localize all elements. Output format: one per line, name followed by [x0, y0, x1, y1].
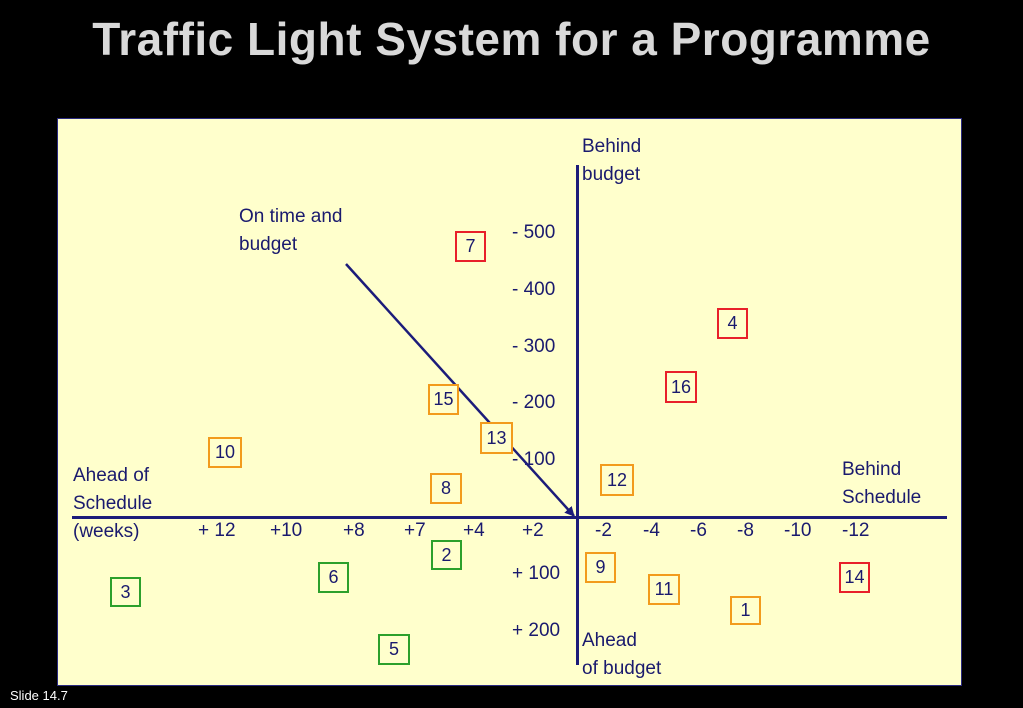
- x-tick: +10: [270, 520, 303, 541]
- x-tick: -2: [595, 520, 612, 541]
- slide-number: Slide 14.7: [10, 688, 68, 703]
- y-tick: - 400: [512, 279, 556, 300]
- slide-title: Traffic Light System for a Programme: [92, 13, 931, 65]
- x-tick: +2: [522, 520, 544, 541]
- x-tick: -10: [784, 520, 812, 541]
- x-tick: -4: [643, 520, 660, 541]
- y-tick: + 200: [512, 620, 561, 641]
- y-tick: - 100: [512, 449, 556, 470]
- behind-schedule-label: Behind Schedule: [842, 459, 922, 508]
- project-box: 12: [600, 464, 634, 496]
- x-tick: -8: [737, 520, 754, 541]
- y-tick: - 300: [512, 336, 556, 357]
- ahead-budget-label: Ahead of budget: [582, 630, 662, 679]
- horizontal-axis: [72, 516, 947, 519]
- project-box: 14: [839, 562, 870, 593]
- project-box: 3: [110, 577, 141, 607]
- project-box: 2: [431, 540, 462, 570]
- project-box: 6: [318, 562, 349, 593]
- project-box: 10: [208, 437, 242, 468]
- x-tick: +4: [463, 520, 485, 541]
- x-tick: +7: [404, 520, 426, 541]
- x-tick: + 12: [198, 520, 236, 541]
- project-box: 15: [428, 384, 459, 415]
- chart-panel: [57, 118, 962, 686]
- behind-budget-label: Behind budget: [582, 136, 642, 185]
- on-time-budget-label: On time and budget: [239, 206, 343, 255]
- project-box: 11: [648, 574, 680, 605]
- project-box: 16: [665, 371, 697, 403]
- y-tick: + 100: [512, 563, 561, 584]
- project-box: 8: [430, 473, 462, 504]
- vertical-axis: [576, 165, 579, 665]
- project-box: 1: [730, 596, 761, 625]
- y-tick: - 200: [512, 392, 556, 413]
- x-tick: -12: [842, 520, 870, 541]
- y-tick: - 500: [512, 222, 556, 243]
- project-box: 5: [378, 634, 410, 665]
- project-box: 4: [717, 308, 748, 339]
- project-box: 7: [455, 231, 486, 262]
- x-tick: +8: [343, 520, 365, 541]
- project-box: 9: [585, 552, 616, 583]
- ahead-schedule-label: Ahead of Schedule (weeks): [73, 465, 153, 542]
- x-tick: -6: [690, 520, 707, 541]
- project-box: 13: [480, 422, 513, 454]
